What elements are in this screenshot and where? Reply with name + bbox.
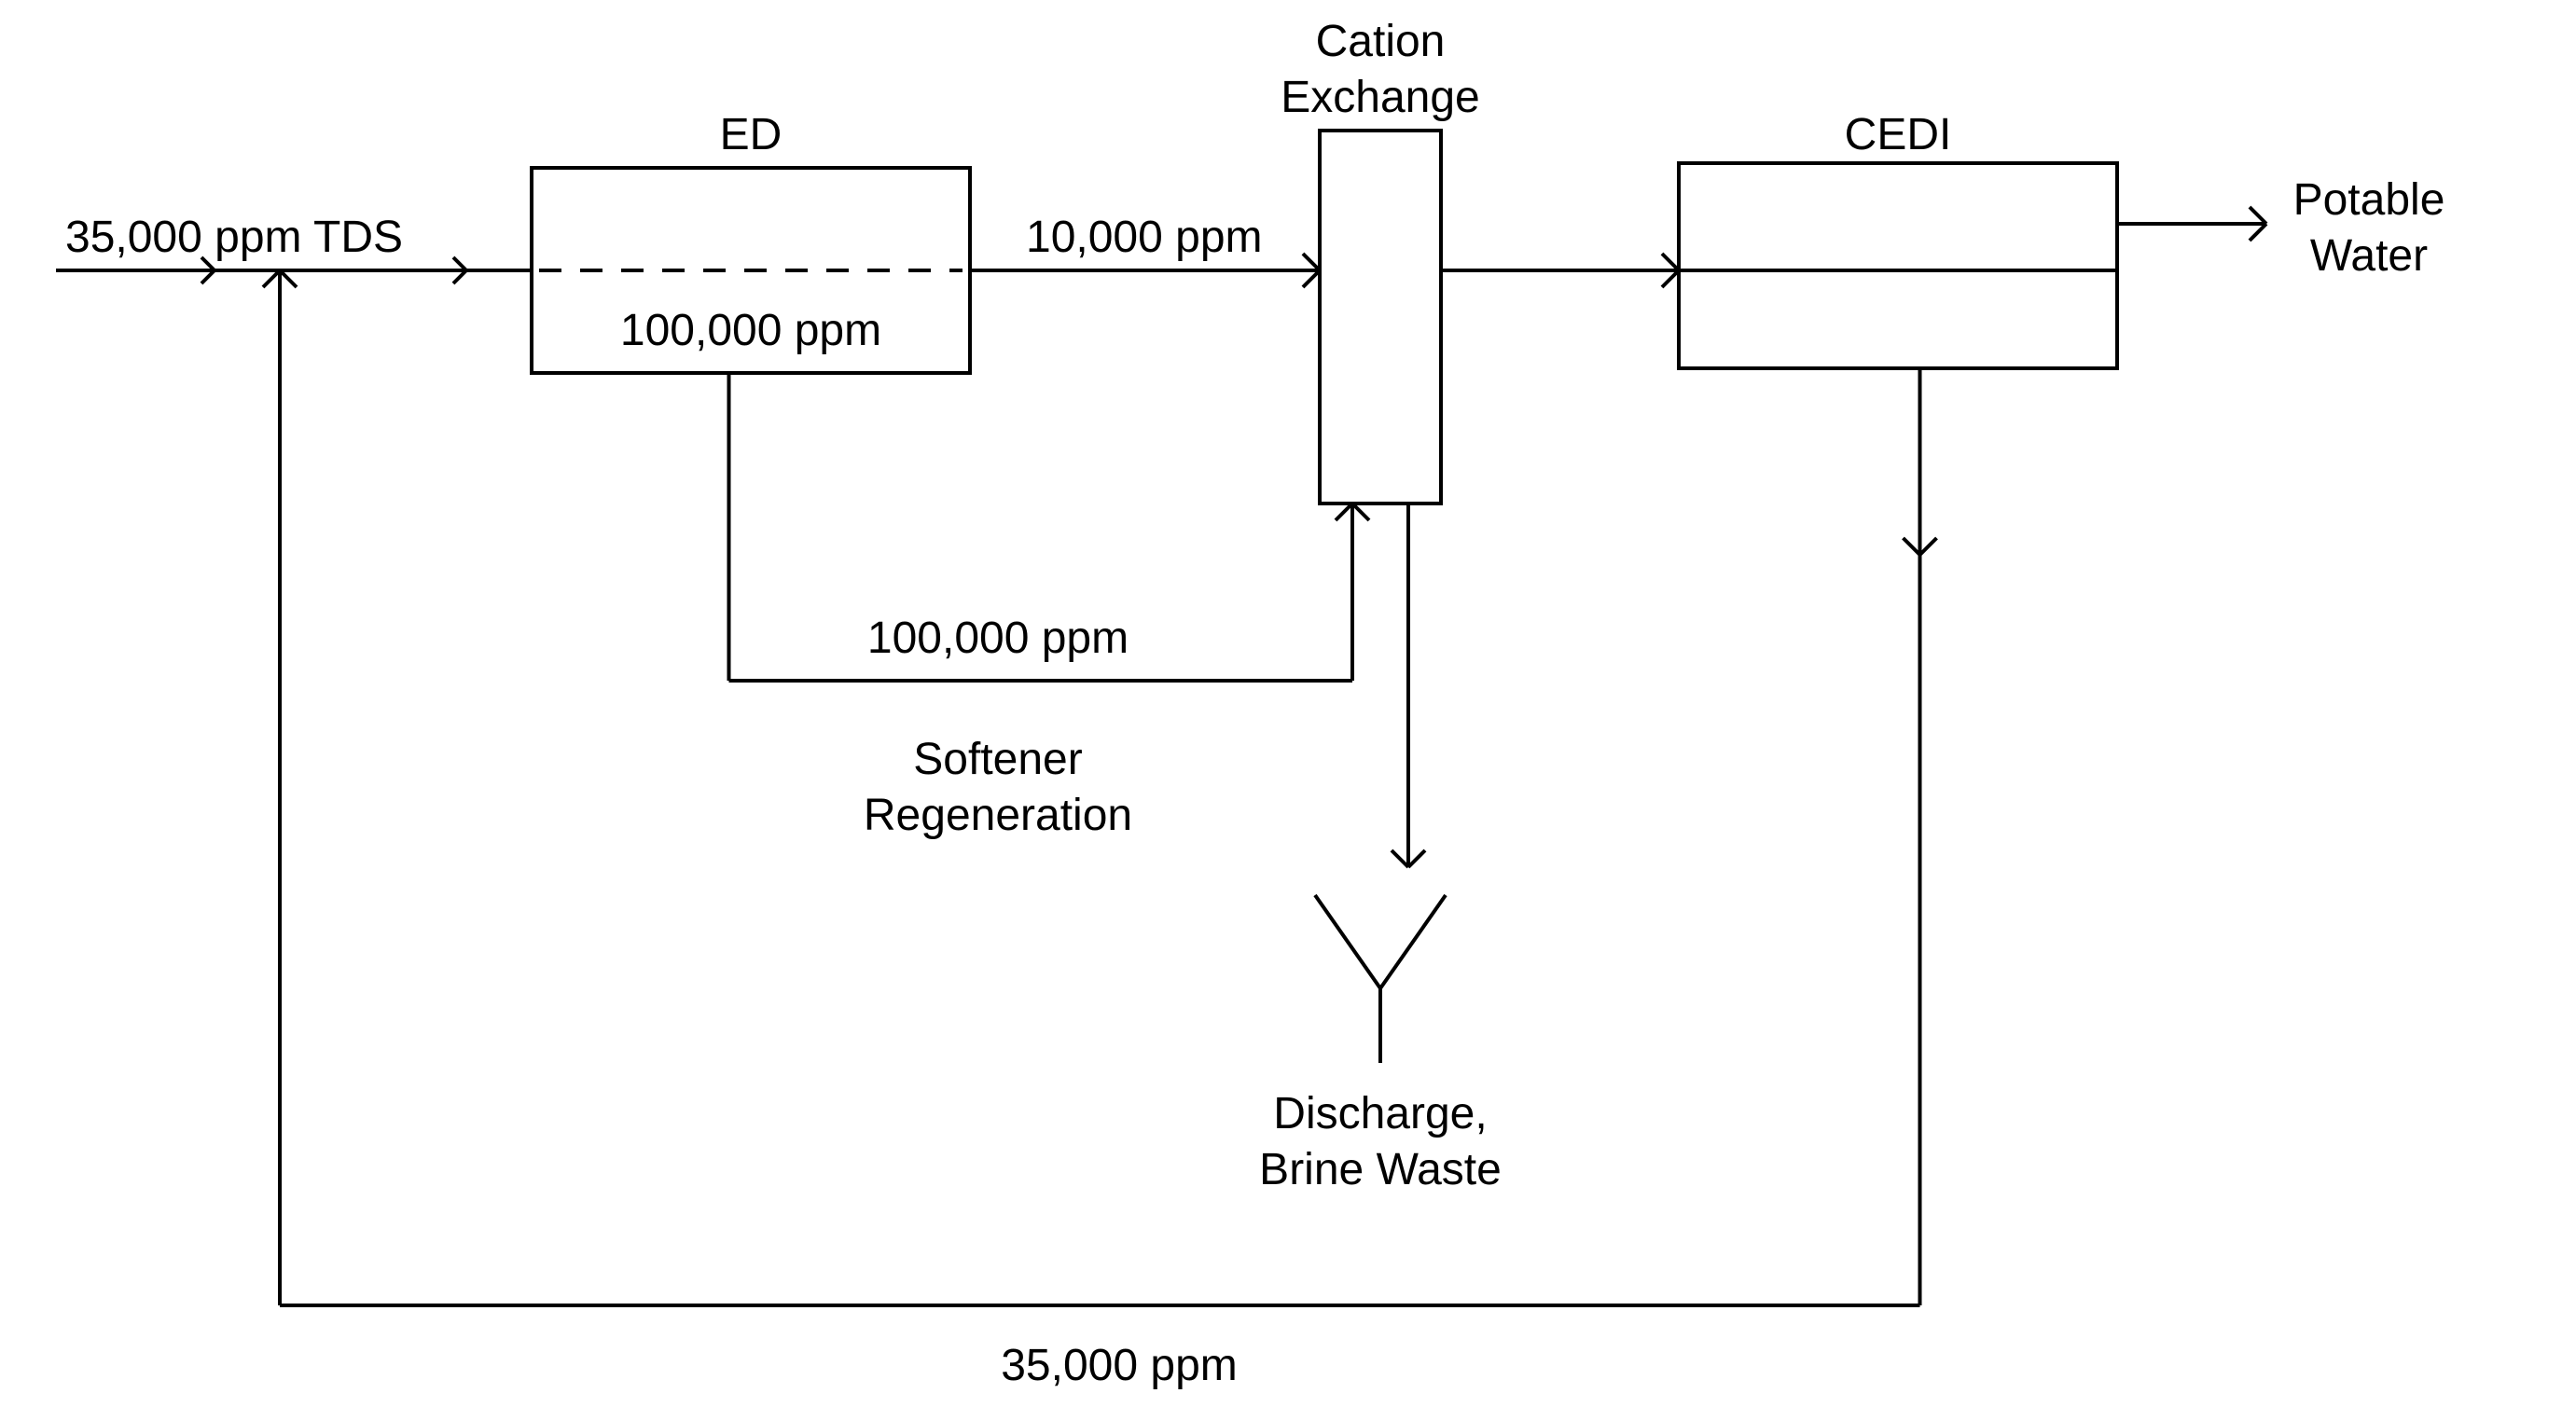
softener-label-2: Regeneration [864, 791, 1132, 840]
discharge-label-2: Brine Waste [1259, 1145, 1502, 1194]
input-label: 35,000 ppm TDS [65, 213, 403, 262]
cation-label-1: Cation [1316, 17, 1446, 66]
softener-label-1: Softener [913, 735, 1082, 784]
softener-ppm-label: 100,000 ppm [867, 614, 1129, 663]
cation-label-2: Exchange [1281, 73, 1480, 122]
discharge-label-1: Discharge, [1273, 1089, 1487, 1138]
cedi-label: CEDI [1845, 110, 1952, 159]
output-label-2: Water [2310, 231, 2428, 281]
recycle-label: 35,000 ppm [1001, 1341, 1238, 1390]
ed-output-label: 10,000 ppm [1026, 213, 1263, 262]
process-flow-diagram: 35,000 ppm TDS ED 100,000 ppm 10,000 ppm Cat… [0, 0, 2576, 1421]
output-label-1: Potable [2293, 175, 2445, 225]
ed-concentrate-label: 100,000 ppm [620, 306, 881, 355]
ed-label: ED [720, 110, 782, 159]
